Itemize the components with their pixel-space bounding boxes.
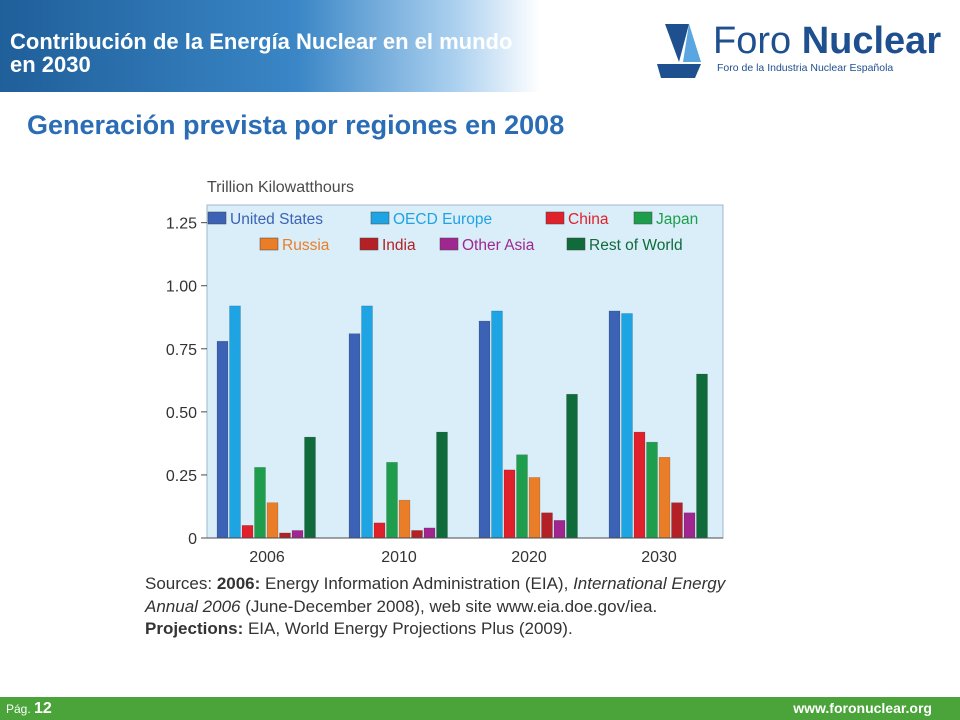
bar <box>528 477 541 539</box>
bar <box>348 333 361 539</box>
sources-projections-text: EIA, World Energy Projections Plus (2009… <box>243 619 573 638</box>
foro-nuclear-logo: Foro Nuclear Foro de la Industria Nuclea… <box>655 18 941 88</box>
bar <box>373 522 386 539</box>
bar <box>436 431 448 539</box>
bar <box>241 525 254 539</box>
bar <box>633 431 646 539</box>
page-number: 12 <box>34 700 52 717</box>
bar <box>398 499 411 539</box>
bar <box>229 305 241 539</box>
y-tick-label: 0 <box>188 531 197 548</box>
generation-bar-chart: Trillion Kilowatthours 0 0.25 0.50 0.75 1.00 1… <box>166 179 724 566</box>
bar <box>291 530 304 539</box>
bar <box>671 502 683 539</box>
logo-name-light: Foro <box>713 20 802 62</box>
bar <box>386 462 398 539</box>
bar <box>646 441 658 539</box>
plot-area <box>206 204 724 539</box>
bar <box>696 373 708 539</box>
bar <box>658 457 671 539</box>
x-tick-label: 2006 <box>249 549 285 566</box>
bar <box>621 313 633 539</box>
sources-publication: International Energy Annual 2006 <box>145 574 726 616</box>
sources-prefix: Sources: <box>145 574 217 593</box>
legend-label: Other Asia <box>462 237 535 254</box>
bar <box>503 469 516 539</box>
sources-note: Sources: 2006: Energy Information Admini… <box>145 573 735 641</box>
bar <box>254 467 266 539</box>
x-tick-label: 2020 <box>511 549 547 566</box>
bar <box>491 310 503 539</box>
y-tick-label: 1.25 <box>166 216 197 233</box>
page-label: Pág. <box>6 702 35 716</box>
legend-label: Japan <box>656 211 698 228</box>
sources-eia: Energy Information Administration (EIA), <box>260 574 569 593</box>
sources-projections-label: Projections: <box>145 619 244 638</box>
y-axis-label: Trillion Kilowatthours <box>207 179 354 196</box>
y-tick-label: 1.00 <box>166 279 197 296</box>
legend-swatch <box>545 211 565 225</box>
x-tick-label: 2010 <box>381 549 417 566</box>
header-band <box>0 0 540 92</box>
y-tick-label: 0.75 <box>166 342 197 359</box>
bar <box>266 502 279 539</box>
legend-swatch <box>439 237 459 251</box>
bar <box>216 340 229 539</box>
bar <box>361 305 373 539</box>
legend-swatch <box>207 211 227 225</box>
bar <box>683 512 696 539</box>
bar <box>279 532 291 539</box>
bar <box>423 527 436 539</box>
legend-label: India <box>382 237 416 254</box>
bar <box>304 436 316 539</box>
legend-swatch <box>566 237 586 251</box>
foro-nuclear-logo-icon <box>657 24 701 78</box>
legend-label: China <box>568 211 609 228</box>
logo-wordmark: Foro Nuclear <box>713 20 941 62</box>
bar <box>553 520 566 539</box>
legend-swatch <box>633 211 653 225</box>
legend-swatch <box>259 237 279 251</box>
bar <box>541 512 553 539</box>
legend-label: United States <box>230 211 323 228</box>
x-tick-label: 2030 <box>641 549 677 566</box>
slide-subtitle: Generación prevista por regiones en 2008 <box>27 110 565 140</box>
bar <box>478 320 491 539</box>
bar <box>566 393 578 539</box>
legend-swatch <box>370 211 390 225</box>
footer-bar: Pág. 12 www.foronuclear.org <box>0 697 960 720</box>
logo-tagline: Foro de la Industria Nuclear Española <box>717 62 894 74</box>
slide-header-title: Contribución de la Energía Nuclear en el… <box>10 29 513 77</box>
y-tick-label: 0.25 <box>166 468 197 485</box>
legend-label: Russia <box>282 237 330 254</box>
bar <box>608 310 621 539</box>
bar <box>516 454 528 539</box>
sources-dates: (June-December 2008), <box>240 596 425 616</box>
legend-label: Rest of World <box>589 237 683 254</box>
logo-name-bold: Nuclear <box>801 20 942 62</box>
sources-web: web site www.eia.doe.gov/iea. <box>429 596 658 616</box>
legend-swatch <box>359 237 379 251</box>
legend-label: OECD Europe <box>393 211 492 228</box>
footer-url-link[interactable]: www.foronuclear.org <box>793 700 932 716</box>
page-indicator: Pág. 12 <box>6 700 52 718</box>
bar <box>411 530 423 539</box>
y-tick-label: 0.50 <box>166 405 197 422</box>
sources-year-2006: 2006: <box>216 574 261 593</box>
